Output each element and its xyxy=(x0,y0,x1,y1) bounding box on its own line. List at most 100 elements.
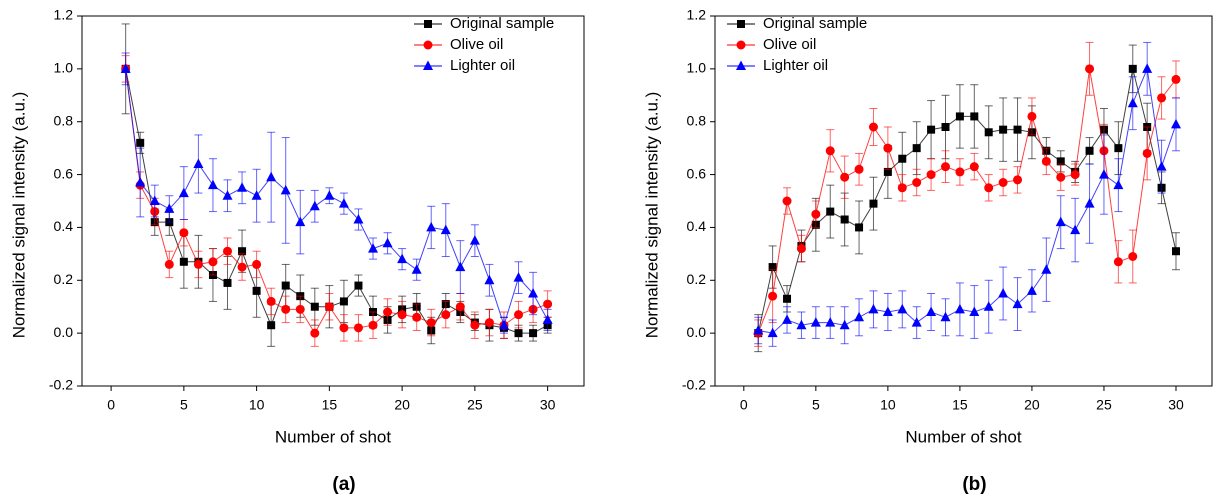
data-point xyxy=(426,221,437,232)
series-line xyxy=(125,68,548,335)
data-point xyxy=(207,179,218,190)
legend-marker xyxy=(423,40,433,50)
legend-marker xyxy=(736,40,746,50)
data-point xyxy=(1113,179,1124,190)
data-point xyxy=(926,170,936,180)
data-point xyxy=(178,187,189,198)
panel-label: (b) xyxy=(962,474,986,495)
x-tick-label: 0 xyxy=(107,397,115,413)
data-point xyxy=(208,257,218,267)
data-point xyxy=(796,244,806,254)
data-point xyxy=(440,224,451,235)
x-tick-label: 15 xyxy=(322,397,338,413)
data-point xyxy=(883,143,893,153)
x-tick-label: 25 xyxy=(1096,397,1112,413)
data-point xyxy=(1156,161,1167,171)
data-point xyxy=(840,215,849,224)
data-point xyxy=(368,320,378,330)
data-point xyxy=(368,243,379,253)
data-point xyxy=(1084,198,1095,208)
data-point xyxy=(295,304,305,314)
data-point xyxy=(1171,74,1181,84)
y-tick-label: 1.2 xyxy=(687,7,707,23)
y-tick-label: -0.2 xyxy=(49,377,73,393)
data-point xyxy=(513,272,524,282)
data-point xyxy=(1055,216,1066,227)
data-point xyxy=(1157,93,1167,103)
plot-frame xyxy=(714,15,1213,387)
legend-marker xyxy=(423,60,433,70)
x-axis-title: Number of shot xyxy=(905,427,1021,446)
data-point xyxy=(441,310,451,320)
data-point xyxy=(455,261,466,272)
data-point xyxy=(164,203,175,213)
x-axis-title: Number of shot xyxy=(275,427,391,446)
data-point xyxy=(222,190,233,200)
data-point xyxy=(470,320,480,330)
data-point xyxy=(1113,257,1123,267)
data-point xyxy=(768,263,777,272)
data-point xyxy=(796,319,807,330)
data-point xyxy=(782,196,792,206)
y-tick-label: 0.2 xyxy=(687,271,707,287)
data-point xyxy=(855,223,864,232)
legend-label: Lighter oil xyxy=(450,57,515,74)
data-point xyxy=(529,329,538,338)
data-point xyxy=(984,183,994,193)
legend-marker xyxy=(424,20,432,28)
legend-label: Original sample xyxy=(763,15,867,32)
data-point xyxy=(411,264,422,274)
data-point xyxy=(514,329,523,338)
y-tick-label: 0.8 xyxy=(54,112,74,128)
x-tick-label: 10 xyxy=(249,397,265,413)
y-tick-label: 1.2 xyxy=(54,7,74,23)
y-tick-label: 1.0 xyxy=(687,60,707,76)
y-tick-label: 0.6 xyxy=(687,165,707,181)
data-point xyxy=(164,259,174,269)
legend-label: Original sample xyxy=(450,15,554,32)
data-point xyxy=(825,146,835,156)
data-point xyxy=(281,304,291,314)
data-point xyxy=(869,199,878,208)
x-tick-label: 25 xyxy=(467,397,483,413)
data-point xyxy=(310,302,319,311)
data-point xyxy=(455,302,465,312)
y-axis-title: Normalized signal intensity (a.u.) xyxy=(642,92,661,339)
data-point xyxy=(237,182,248,192)
data-point xyxy=(955,112,964,121)
data-point xyxy=(883,167,892,176)
data-point xyxy=(767,327,778,338)
data-point xyxy=(281,281,290,290)
legend-label: Olive oil xyxy=(450,36,503,53)
x-tick-label: 5 xyxy=(812,397,820,413)
data-point xyxy=(826,207,835,216)
data-point xyxy=(941,123,950,131)
data-point xyxy=(469,235,480,245)
data-point xyxy=(412,312,422,322)
data-point xyxy=(397,253,408,264)
data-point xyxy=(898,154,907,163)
data-point xyxy=(514,310,524,320)
data-point xyxy=(120,63,131,73)
series-line xyxy=(758,67,1177,334)
y-axis-title: Normalized signal intensity (a.u.) xyxy=(9,92,28,339)
data-point xyxy=(383,307,393,317)
y-tick-label: 1.0 xyxy=(54,60,74,76)
data-point xyxy=(136,138,145,147)
data-point xyxy=(1114,144,1123,153)
data-point xyxy=(782,314,793,324)
data-point xyxy=(1085,146,1094,155)
y-tick-label: 0.0 xyxy=(687,324,707,340)
data-point xyxy=(426,318,436,328)
x-tick-label: 15 xyxy=(952,397,968,413)
data-point xyxy=(969,162,979,172)
data-point xyxy=(999,125,1008,134)
data-point xyxy=(338,198,349,208)
data-point xyxy=(193,158,204,168)
data-point xyxy=(1026,285,1037,295)
data-point xyxy=(1041,156,1051,166)
data-point xyxy=(854,311,865,322)
data-point xyxy=(310,328,320,338)
data-point xyxy=(339,297,348,306)
